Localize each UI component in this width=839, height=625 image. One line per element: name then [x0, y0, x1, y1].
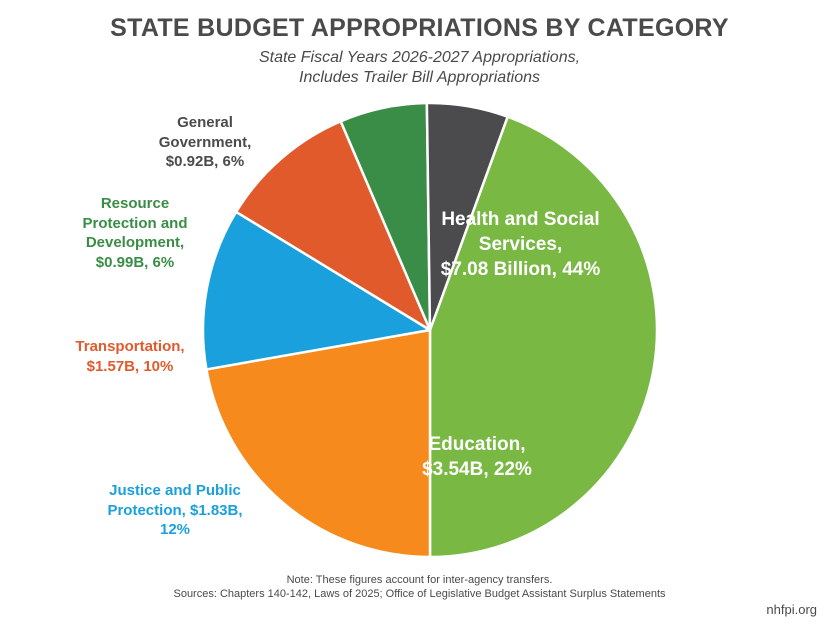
pie-slice-education — [205, 328, 432, 559]
slice-label-resource-protection-line-3: Development, — [85, 234, 185, 251]
slice-label-general-government-line-3: $0.92B, 6% — [165, 153, 245, 170]
slice-label-resource-protection-line-4: $0.99B, 6% — [95, 253, 175, 271]
slice-label-health-line-3: $7.08 Billion, 44% — [440, 259, 601, 280]
slice-label-education: Education, $3.54B, 22% — [392, 432, 562, 482]
slice-label-general-government-line-2: Government, — [158, 133, 252, 151]
slice-label-general-government: General Government, $0.92B, 6% — [140, 113, 270, 172]
slice-label-health-line-1: Health and Social — [441, 209, 600, 230]
chart-title: STATE BUDGET APPROPRIATIONS BY CATEGORY — [110, 14, 729, 42]
brand-url: nhfpi.org — [766, 602, 817, 617]
chart-sources: Sources: Chapters 140-142, Laws of 2025;… — [173, 588, 666, 600]
slice-label-health: Health and Social Services, $7.08 Billio… — [408, 207, 633, 282]
slice-label-resource-protection-line-2: Protection and — [82, 214, 188, 232]
slice-label-education-line-1: Education, — [428, 434, 526, 455]
slice-label-resource-protection: Resource Protection and Development, $0.… — [70, 194, 200, 272]
pie-slice-transportation — [234, 120, 432, 332]
chart-subtitle-line-2: Includes Trailer Bill Appropriations — [299, 69, 540, 86]
slice-label-transportation-line-1: Transportation, — [75, 338, 185, 355]
chart-note: Note: These figures account for inter-ag… — [286, 574, 553, 586]
chart-subtitle-line-1: State Fiscal Years 2026-2027 Appropriati… — [258, 49, 581, 66]
slice-label-justice: Justice and Public Protection, $1.83B, 1… — [90, 481, 260, 540]
slice-label-general-government-line-1: General — [177, 114, 233, 131]
slice-label-justice-line-3: 12% — [159, 521, 191, 538]
pie-slice-health-and-social-services — [428, 115, 659, 559]
slice-label-justice-line-1: Justice and Public — [109, 482, 241, 499]
slice-label-health-line-2: Services, — [478, 234, 563, 255]
pie-slice-justice-and-public-protection — [201, 210, 432, 371]
slice-label-transportation-line-2: $1.57B, 10% — [86, 357, 174, 375]
slice-label-education-line-2: $3.54B, 22% — [422, 459, 532, 480]
pie-slice-general-government — [425, 101, 509, 332]
slice-label-transportation: Transportation, $1.57B, 10% — [55, 337, 205, 376]
slice-label-resource-protection-line-1: Resource — [100, 195, 170, 212]
slice-label-justice-line-2: Protection, $1.83B, — [107, 501, 243, 519]
